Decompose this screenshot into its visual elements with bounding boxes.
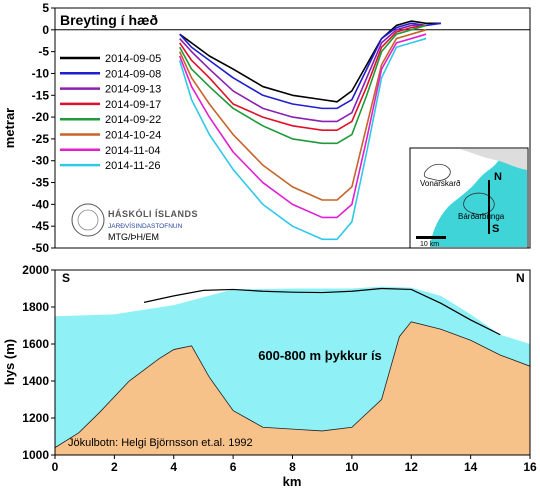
logo-line3: MTG/ÞH/EM: [108, 232, 159, 242]
bottom-y-tick-label: 1200: [22, 411, 49, 425]
top-y-tick-label: -15: [32, 88, 50, 102]
legend-label: 2014-11-26: [105, 160, 160, 172]
seal-icon: [71, 203, 105, 237]
legend-label: 2014-09-08: [105, 68, 161, 80]
bottom-panel: 1000 1200 1400 1600 1800 2000 0 2 4 6 8 10 12 14 16 S…: [2, 263, 537, 489]
bottom-y-tick-label: 1000: [22, 448, 49, 462]
legend-label: 2014-09-05: [105, 53, 161, 65]
inset-scale-label: 10 km: [420, 241, 439, 248]
bottom-y-tick-label: 1400: [22, 374, 49, 388]
inset-label-bardarbunga: Bárðarbunga: [458, 212, 505, 221]
ice-thickness-label: 600-800 m þykkur ís: [258, 348, 382, 363]
bottom-x-tick-label: 14: [464, 460, 478, 474]
label-south: S: [62, 271, 70, 285]
logo-line2: JARÐVÍSINDASTOFNUN: [108, 221, 183, 230]
legend: 2014-09-05 2014-09-08 2014-09-13 2014-09-17…: [60, 53, 161, 172]
university-logo: HÁSKÓLI ÍSLANDS JARÐVÍSINDASTOFNUN MTG/Þ…: [71, 203, 198, 242]
legend-label: 2014-09-17: [105, 99, 161, 111]
top-y-tick-label: -35: [32, 176, 50, 190]
bottom-x-axis: 0 2 4 6 8 10 12 14 16: [52, 455, 537, 474]
bottom-x-tick-label: 12: [405, 460, 419, 474]
top-y-tick-label: 5: [42, 1, 49, 15]
bottom-x-tick-label: 8: [289, 460, 296, 474]
series-line-2014-11-04: [178, 33, 427, 219]
legend-label: 2014-09-22: [105, 114, 161, 126]
bottom-x-tick-label: 6: [230, 460, 237, 474]
series-line-2014-09-22: [178, 24, 427, 145]
inset-north: N: [494, 171, 502, 183]
series-line-2014-09-05: [179, 20, 441, 103]
top-y-tick-label: -50: [32, 241, 50, 255]
top-y-tick-label: -5: [38, 45, 49, 59]
legend-label: 2014-10-24: [105, 130, 161, 142]
vonarskard-caldera: [423, 163, 451, 181]
top-y-tick-label: -45: [32, 219, 50, 233]
top-panel: 5 0 -5 -10 -15 -20 -25 -30 -35 -40 -45 -50 Breyting…: [2, 1, 531, 255]
top-y-tick-label: -20: [32, 110, 50, 124]
legend-label: 2014-09-13: [105, 84, 161, 96]
bottom-y-axis: 1000 1200 1400 1600 1800 2000: [22, 263, 55, 462]
top-y-tick-label: -40: [32, 197, 50, 211]
top-title: Breyting í hæð: [60, 12, 158, 28]
series-line-2014-09-08: [179, 22, 442, 110]
bedrock-area: [54, 321, 531, 456]
series-line-2014-09-17: [179, 24, 427, 131]
bottom-x-tick-label: 0: [52, 460, 59, 474]
bottom-y-tick-label: 2000: [22, 263, 49, 277]
inset-label-vonarskard: Vonarskarð: [420, 179, 461, 188]
top-y-tick-label: -10: [32, 66, 50, 80]
glacier-area: [430, 149, 527, 247]
bottom-y-label: hys (m): [2, 339, 17, 385]
bottom-x-label: km: [283, 474, 302, 489]
bottom-x-tick-label: 10: [345, 460, 359, 474]
top-y-tick-label: 0: [42, 23, 49, 37]
bottom-x-tick-label: 2: [111, 460, 118, 474]
source-label: Jökulbotn: Helgi Björnsson et.al. 1992: [68, 437, 253, 449]
series-line-2014-10-24: [178, 29, 427, 201]
top-y-axis: 5 0 -5 -10 -15 -20 -25 -30 -35 -40 -45 -50: [32, 1, 55, 255]
surface-line: [143, 287, 501, 336]
inset-map: Vonarskarð Bárðarbunga N S 10 km: [409, 147, 529, 249]
top-y-tick-label: -30: [32, 154, 50, 168]
bottom-x-tick-label: 16: [523, 460, 537, 474]
inset-south: S: [492, 223, 499, 235]
seal-inner-ring: [77, 209, 99, 231]
top-series-group: [178, 20, 442, 241]
series-line-2014-09-13: [179, 24, 427, 123]
bottom-x-tick-label: 4: [170, 460, 177, 474]
bottom-y-tick-label: 1600: [22, 337, 49, 351]
top-y-label: metrar: [2, 108, 17, 148]
label-north: N: [516, 271, 525, 285]
bottom-y-tick-label: 1800: [22, 300, 49, 314]
series-line-2014-11-26: [178, 37, 427, 241]
scale-bar: [416, 236, 446, 239]
legend-label: 2014-11-04: [105, 145, 160, 157]
logo-line1: HÁSKÓLI ÍSLANDS: [108, 208, 198, 219]
land-area: [460, 149, 527, 170]
top-y-tick-label: -25: [32, 132, 50, 146]
